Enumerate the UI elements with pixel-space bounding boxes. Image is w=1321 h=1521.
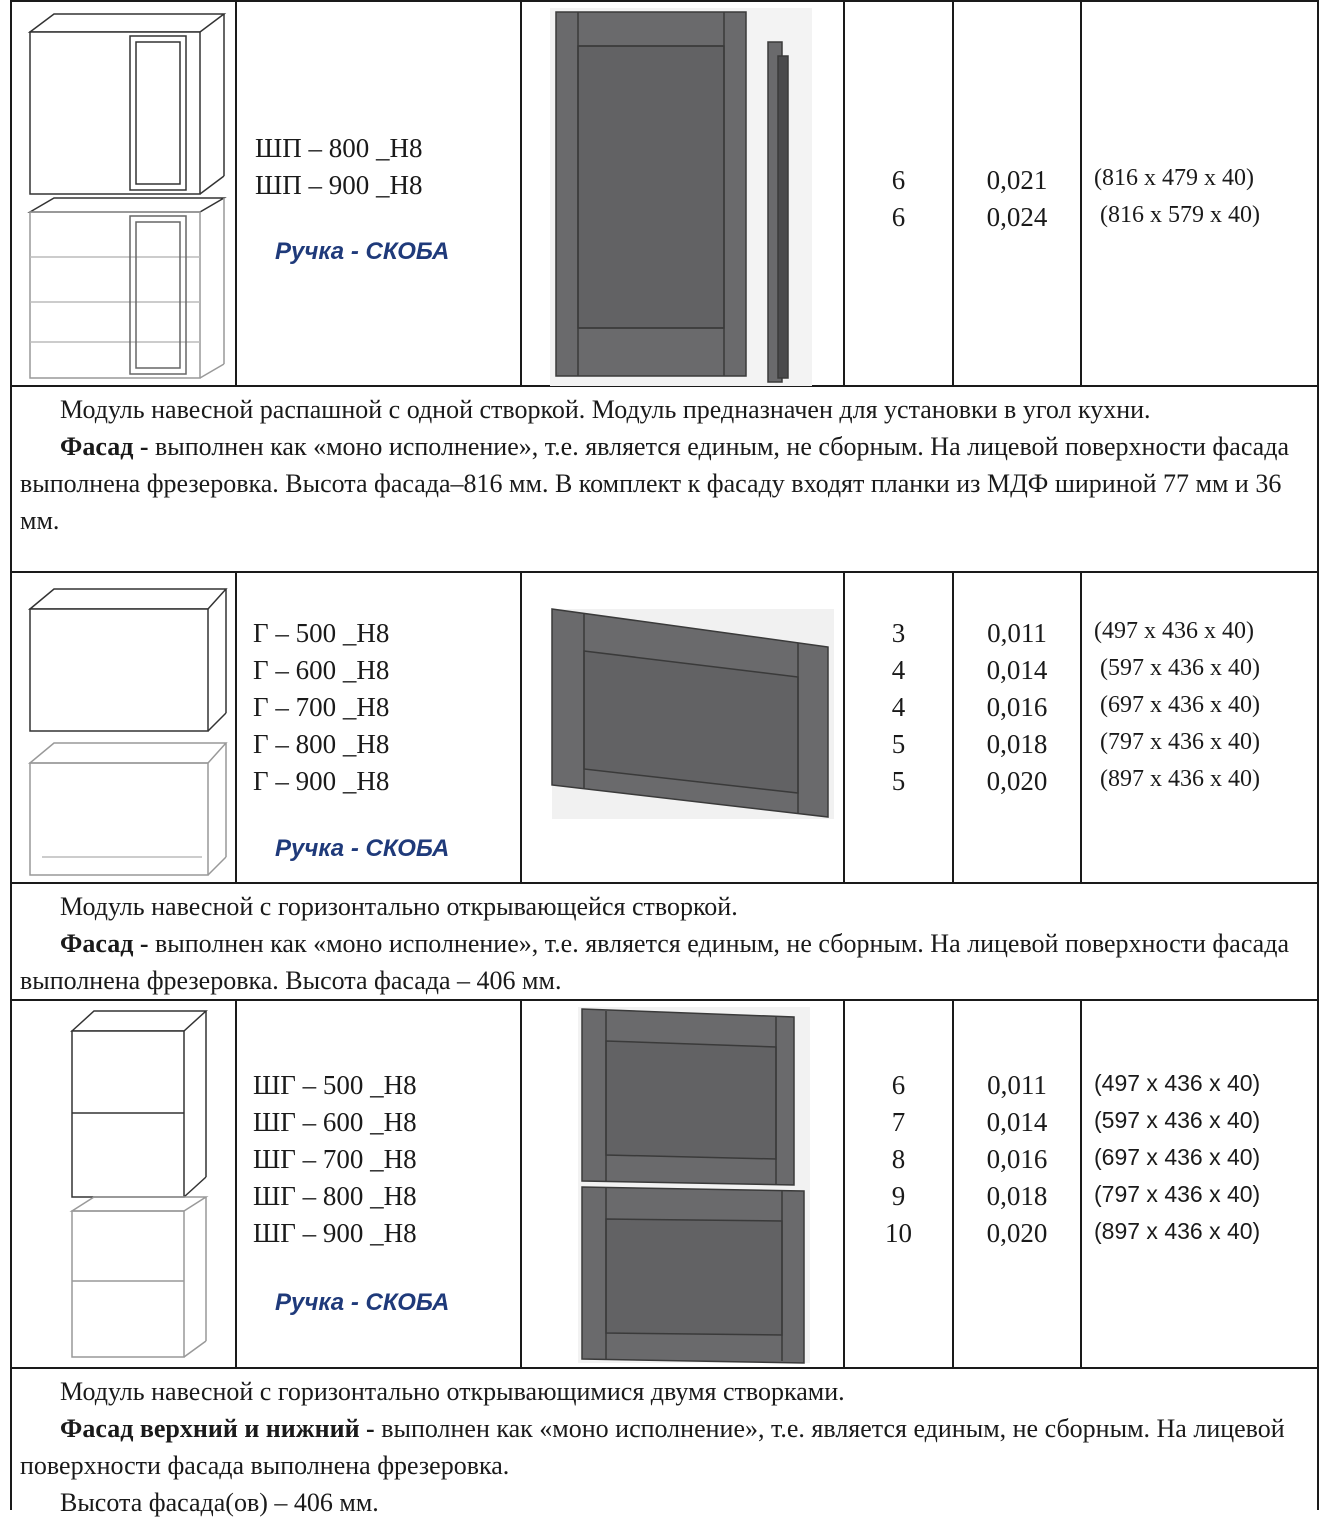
volume-cell: 0,021 0,024 xyxy=(954,2,1082,385)
volume-value: 0,014 xyxy=(986,1107,1048,1137)
quantity-cell: 6 7 8 9 10 xyxy=(845,1001,954,1367)
description-text: выполнен как «моно исполнение», т.е. явл… xyxy=(20,1414,1285,1480)
dimensions-value: (497 x 436 x 40) xyxy=(1094,1070,1261,1096)
quantity-value: 4 xyxy=(891,655,906,685)
description-text: Модуль навесной с горизонтально открываю… xyxy=(60,892,738,921)
model-name: Г – 700 _Н8 xyxy=(253,692,390,722)
dimensions-value: (816 x 479 x 40) xyxy=(1094,165,1254,191)
model-name: ШП – 800 _Н8 xyxy=(255,133,423,163)
volume-value: 0,021 xyxy=(986,165,1048,195)
volume-cell: 0,011 0,014 0,016 0,018 0,020 xyxy=(954,573,1082,882)
quantity-value: 3 xyxy=(891,618,906,648)
quantity-value: 6 xyxy=(891,202,906,232)
table-row: Г – 500 _Н8 Г – 600 _Н8 Г – 700 _Н8 Г – … xyxy=(10,571,1319,884)
description-text: Модуль навесной с горизонтально открываю… xyxy=(60,1377,845,1406)
description-text: Высота фасада(ов) – 406 мм. xyxy=(60,1488,379,1517)
handle-type-label: Ручка - СКОБА xyxy=(275,1289,450,1316)
cabinet-drawing-cell xyxy=(12,2,237,385)
model-name: ШГ – 500 _Н8 xyxy=(253,1070,417,1100)
dimensions-value: (897 x 436 x 40) xyxy=(1094,1218,1261,1244)
dimensions-value: (797 x 436 x 40) xyxy=(1094,1181,1261,1207)
dimensions-value: (816 x 579 x 40) xyxy=(1100,202,1260,228)
volume-value: 0,020 xyxy=(986,766,1048,796)
volume-value: 0,018 xyxy=(986,729,1048,759)
quantity-cell: 6 6 xyxy=(845,2,954,385)
table-row: ШП – 800 _Н8 ШП – 900 _Н8 Ручка - СКОБА xyxy=(10,0,1319,387)
description-text: выполнен как «моно исполнение», т.е. явл… xyxy=(20,929,1289,995)
dimensions-value: (697 x 436 x 40) xyxy=(1094,1144,1261,1170)
horizontal-cabinet-drawing xyxy=(27,588,228,876)
dimensions-value: (797 x 436 x 40) xyxy=(1100,729,1260,755)
volume-value: 0,014 xyxy=(986,655,1048,685)
quantity-cell: 3 4 4 5 5 xyxy=(845,573,954,882)
model-name: Г – 800 _Н8 xyxy=(253,729,390,759)
facade-drawing xyxy=(578,1007,810,1364)
cabinet-drawing-cell xyxy=(12,1001,237,1367)
module-description: Модуль навесной распашной с одной створк… xyxy=(10,387,1319,571)
two-door-cabinet-drawing xyxy=(69,1010,209,1358)
model-name: ШГ – 600 _Н8 xyxy=(253,1107,417,1137)
dimensions-value: (697 x 436 x 40) xyxy=(1100,692,1260,718)
description-text: Модуль навесной распашной с одной створк… xyxy=(60,395,1151,424)
facade-image-cell xyxy=(522,1001,845,1367)
quantity-value: 5 xyxy=(891,729,906,759)
description-text: выполнен как «моно исполнение», т.е. явл… xyxy=(20,432,1289,535)
model-name: Г – 600 _Н8 xyxy=(253,655,390,685)
volume-value: 0,018 xyxy=(986,1181,1048,1211)
quantity-value: 10 xyxy=(885,1218,912,1248)
volume-cell: 0,011 0,014 0,016 0,018 0,020 xyxy=(954,1001,1082,1367)
table-row: ШГ – 500 _Н8 ШГ – 600 _Н8 ШГ – 700 _Н8 Ш… xyxy=(10,999,1319,1369)
handle-type-label: Ручка - СКОБА xyxy=(275,238,450,265)
quantity-value: 5 xyxy=(891,766,906,796)
description-bold: Фасад - xyxy=(60,929,149,958)
model-cell: ШГ – 500 _Н8 ШГ – 600 _Н8 ШГ – 700 _Н8 Ш… xyxy=(237,1001,522,1367)
model-name: ШГ – 800 _Н8 xyxy=(253,1181,417,1211)
volume-value: 0,020 xyxy=(986,1218,1048,1248)
quantity-value: 8 xyxy=(891,1144,906,1174)
model-name: Г – 500 _Н8 xyxy=(253,618,390,648)
description-bold: Фасад - xyxy=(60,432,149,461)
volume-value: 0,011 xyxy=(987,618,1047,648)
quantity-value: 7 xyxy=(891,1107,906,1137)
module-description: Модуль навесной с горизонтально открываю… xyxy=(10,884,1319,999)
dimensions-cell: (816 x 479 x 40) (816 x 579 x 40) xyxy=(1082,2,1317,385)
model-cell: Г – 500 _Н8 Г – 600 _Н8 Г – 700 _Н8 Г – … xyxy=(237,573,522,882)
model-name: ШГ – 900 _Н8 xyxy=(253,1218,417,1248)
dimensions-value: (897 x 436 x 40) xyxy=(1100,766,1260,792)
quantity-value: 4 xyxy=(891,692,906,722)
dimensions-value: (597 x 436 x 40) xyxy=(1094,1107,1261,1133)
handle-type-label: Ручка - СКОБА xyxy=(275,835,450,862)
cabinet-drawing-cell xyxy=(12,573,237,882)
volume-value: 0,011 xyxy=(987,1070,1047,1100)
model-name: Г – 900 _Н8 xyxy=(253,766,390,796)
quantity-value: 6 xyxy=(891,165,906,195)
dimensions-cell: (497 x 436 x 40) (597 x 436 x 40) (697 x… xyxy=(1082,1001,1317,1367)
description-bold: Фасад верхний и нижний - xyxy=(60,1414,375,1443)
volume-value: 0,024 xyxy=(986,202,1048,232)
dimensions-value: (597 x 436 x 40) xyxy=(1100,655,1260,681)
model-cell: ШП – 800 _Н8 ШП – 900 _Н8 Ручка - СКОБА xyxy=(237,2,522,385)
facade-drawing xyxy=(550,8,812,386)
facade-image-cell xyxy=(522,2,845,386)
quantity-value: 9 xyxy=(891,1181,906,1211)
model-name: ШГ – 700 _Н8 xyxy=(253,1144,417,1174)
corner-cabinet-drawing xyxy=(27,13,227,379)
volume-value: 0,016 xyxy=(986,692,1048,722)
dimensions-value: (497 x 436 x 40) xyxy=(1094,618,1254,644)
volume-value: 0,016 xyxy=(986,1144,1048,1174)
quantity-value: 6 xyxy=(891,1070,906,1100)
module-description: Модуль навесной с горизонтально открываю… xyxy=(10,1369,1319,1517)
model-name: ШП – 900 _Н8 xyxy=(255,170,423,200)
facade-image-cell xyxy=(522,573,845,882)
facade-drawing xyxy=(551,608,834,819)
dimensions-cell: (497 x 436 x 40) (597 x 436 x 40) (697 x… xyxy=(1082,573,1317,882)
